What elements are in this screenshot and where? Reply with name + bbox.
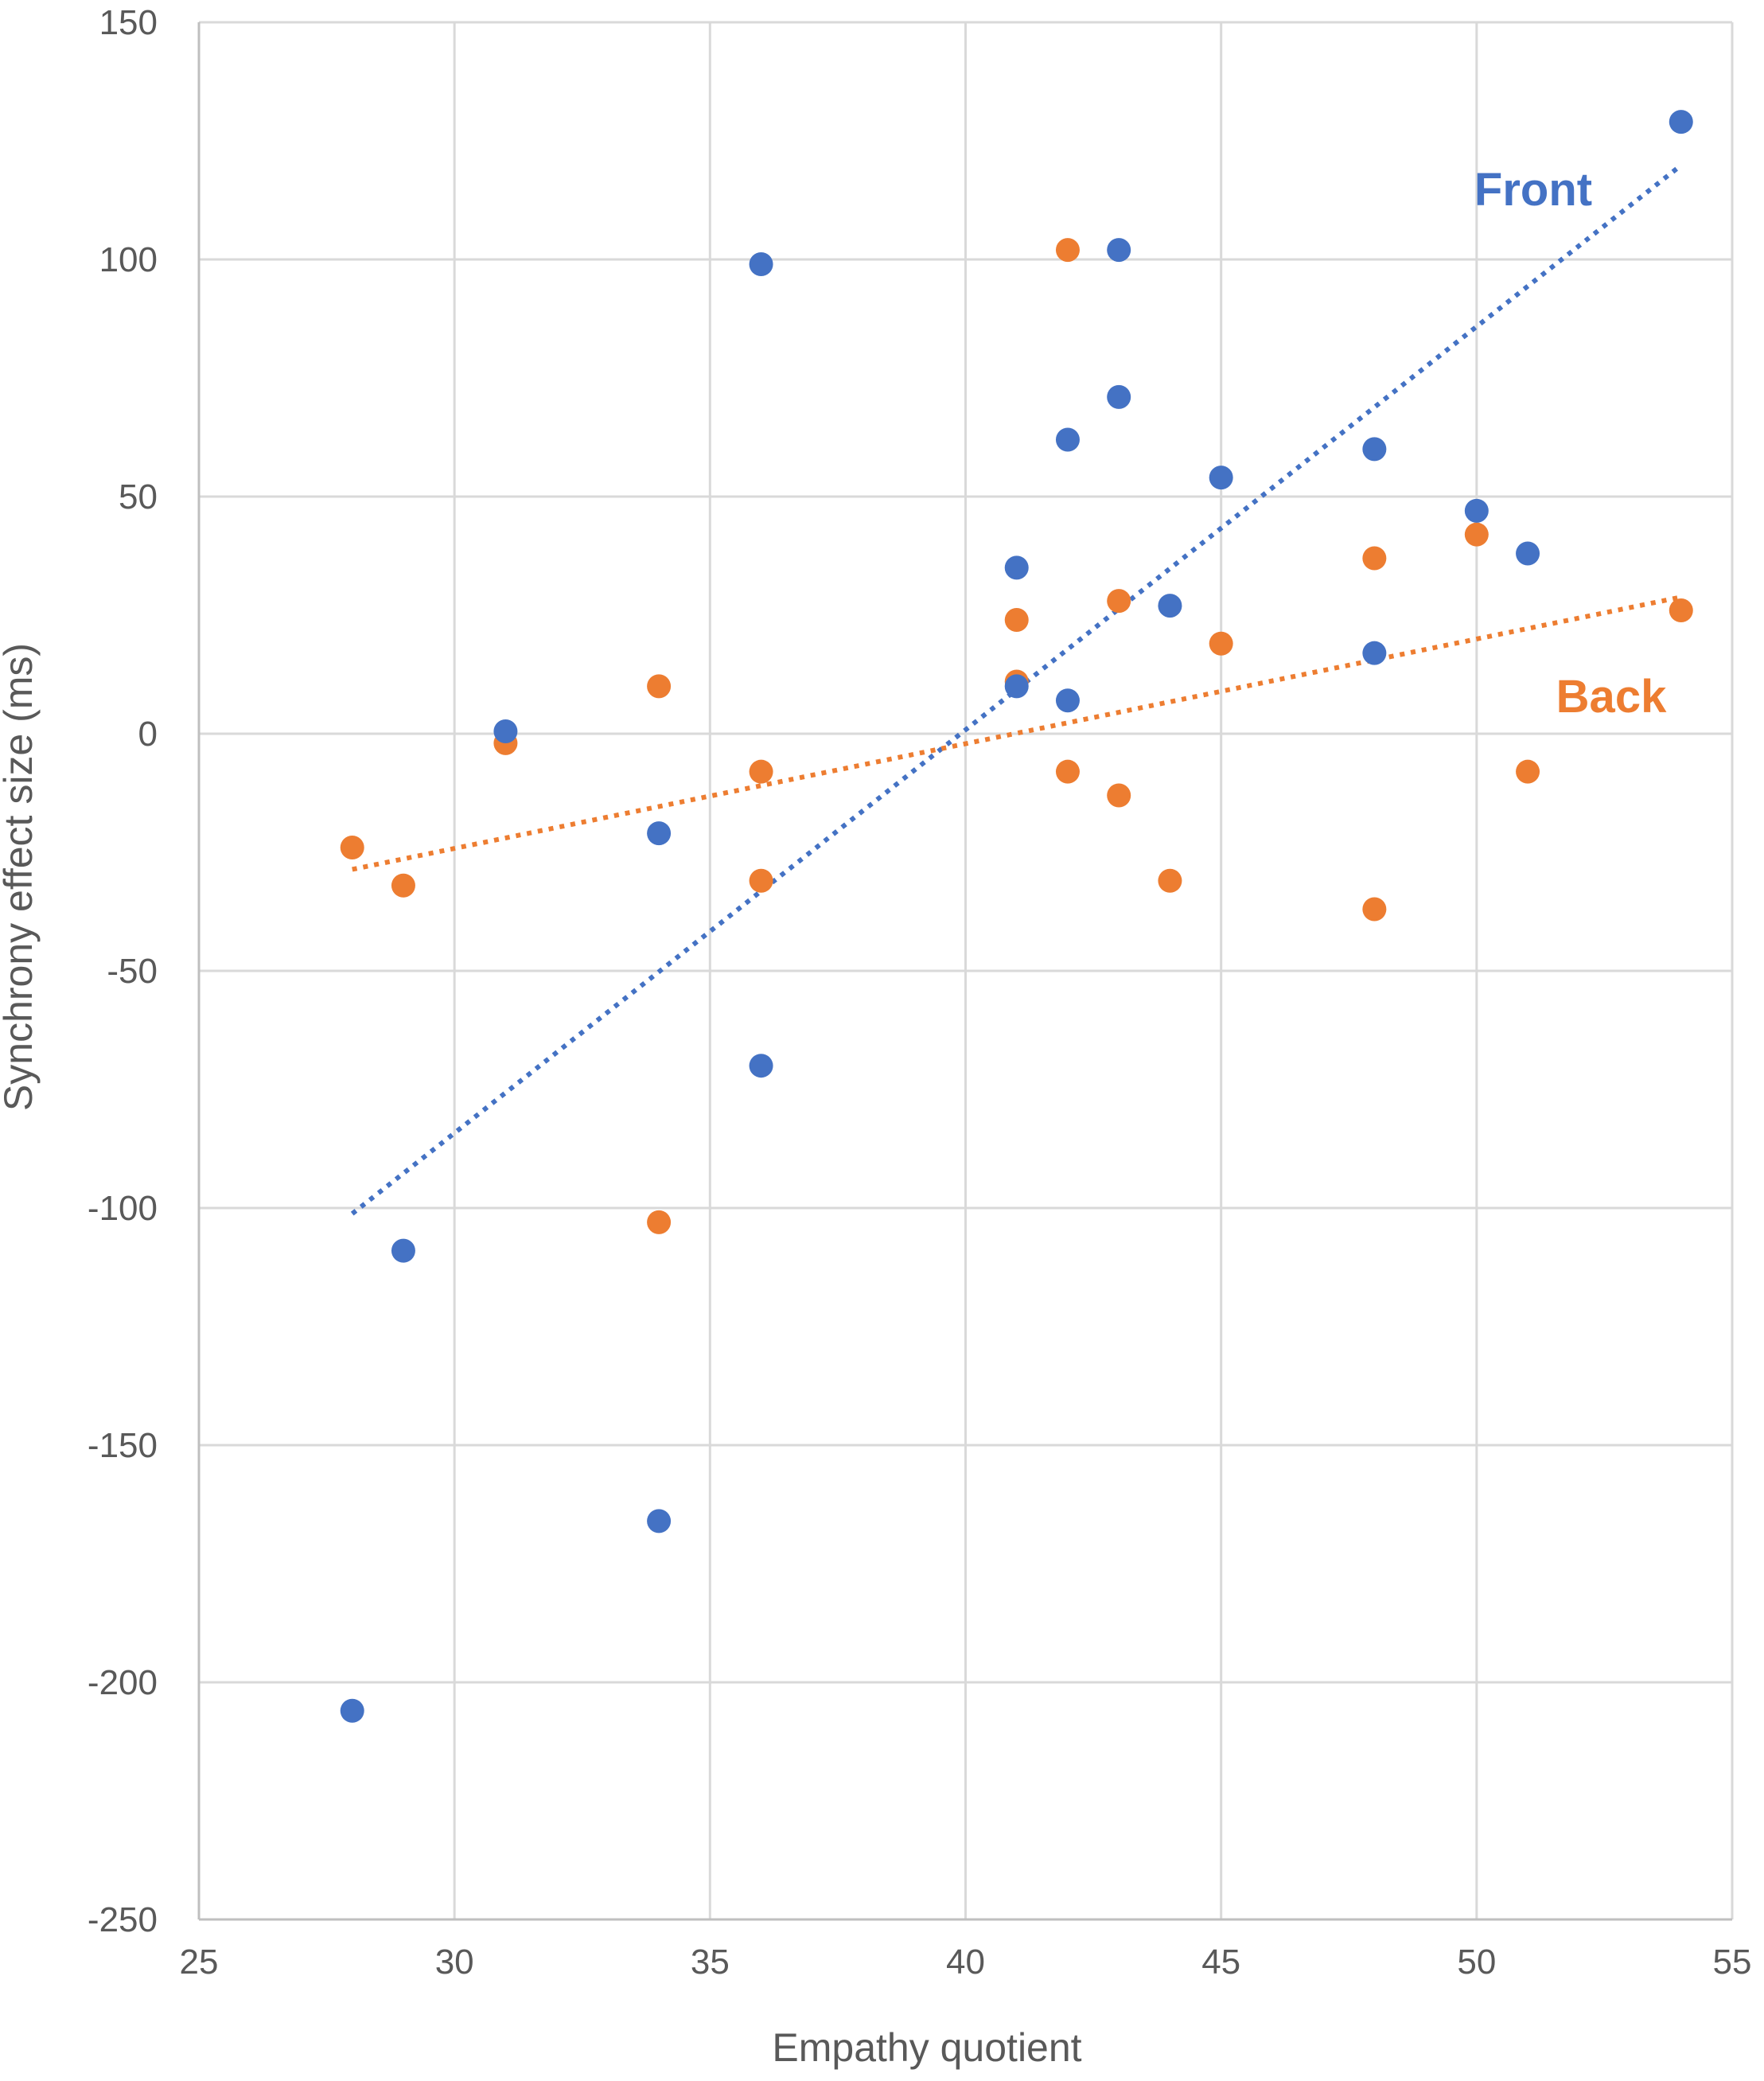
- point-back: [1362, 546, 1387, 571]
- point-front: [391, 1238, 415, 1263]
- point-front: [1362, 437, 1387, 462]
- point-front: [1004, 555, 1029, 580]
- point-back: [647, 674, 672, 699]
- point-front: [1209, 466, 1233, 490]
- point-front: [1107, 238, 1131, 263]
- y-tick-label: -50: [107, 952, 158, 991]
- y-tick-label: -200: [88, 1663, 158, 1702]
- point-front: [1107, 384, 1131, 409]
- x-axis-title: Empathy quotient: [772, 2025, 1081, 2070]
- point-back: [647, 1210, 672, 1234]
- point-front: [1362, 641, 1387, 665]
- point-front: [647, 821, 672, 846]
- point-front: [340, 1698, 364, 1723]
- point-front: [749, 251, 773, 276]
- series-label-front: Front: [1474, 164, 1592, 216]
- point-back: [1107, 783, 1131, 808]
- point-back: [1516, 759, 1540, 784]
- y-tick-label: 100: [99, 240, 158, 279]
- point-back: [749, 759, 773, 784]
- tick-labels: 25 30 35 40 45 50 55 150 100 50 0 -50 -100 -150 -200 -2…: [88, 3, 1752, 1982]
- y-tick-label: -100: [88, 1189, 158, 1228]
- point-front: [1004, 674, 1029, 699]
- x-tick-label: 45: [1201, 1943, 1240, 1982]
- y-tick-label: 150: [99, 3, 158, 42]
- axes: [197, 22, 1732, 1921]
- point-front: [1464, 498, 1489, 523]
- trendline-back: [352, 594, 1682, 872]
- y-tick-label: 0: [138, 715, 158, 754]
- point-back: [749, 868, 773, 893]
- point-back: [391, 873, 415, 898]
- trendline-front: [350, 163, 1683, 1216]
- point-front: [1055, 688, 1080, 713]
- x-tick-label: 30: [435, 1943, 474, 1982]
- x-tick-label: 35: [691, 1943, 730, 1982]
- gridlines: [197, 21, 1734, 1921]
- point-back: [1669, 598, 1693, 623]
- data-points: [340, 110, 1693, 1723]
- x-tick-label: 40: [946, 1943, 985, 1982]
- x-tick-label: 50: [1457, 1943, 1496, 1982]
- y-tick-label: -250: [88, 1900, 158, 1939]
- point-front: [647, 1509, 672, 1533]
- point-back: [1209, 631, 1233, 656]
- point-front: [493, 719, 518, 744]
- point-back: [1055, 759, 1080, 784]
- point-front: [1055, 427, 1080, 452]
- point-front: [749, 1054, 773, 1078]
- point-back: [1107, 589, 1131, 614]
- series-label-back: Back: [1556, 671, 1667, 723]
- trendlines: [350, 163, 1683, 1216]
- point-back: [1158, 868, 1182, 893]
- point-back: [1464, 522, 1489, 547]
- y-axis-title: Synchrony effect size (ms): [0, 643, 41, 1111]
- point-back: [340, 836, 364, 860]
- y-tick-label: -150: [88, 1426, 158, 1465]
- point-back: [1004, 607, 1029, 632]
- point-back: [1055, 238, 1080, 263]
- point-front: [1158, 594, 1182, 618]
- y-tick-label: 50: [119, 477, 158, 516]
- point-front: [1516, 541, 1540, 566]
- x-tick-label: 55: [1713, 1943, 1752, 1982]
- x-tick-label: 25: [180, 1943, 219, 1982]
- point-back: [1362, 897, 1387, 922]
- point-front: [1669, 110, 1693, 134]
